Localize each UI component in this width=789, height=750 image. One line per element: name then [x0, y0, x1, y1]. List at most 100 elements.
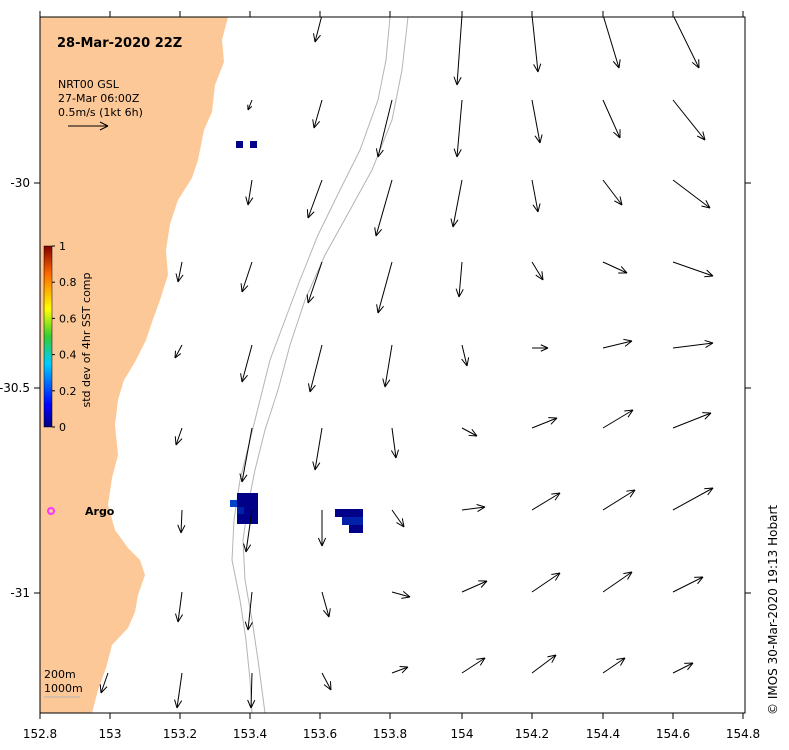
current-vector [461, 657, 486, 674]
x-tick-label: 153 [99, 727, 122, 741]
current-vector [174, 344, 183, 359]
argo-station-marker [47, 507, 55, 515]
y-tick-label: -31 [10, 586, 30, 600]
legend-line-3: 0.5m/s (1kt 6h) [58, 106, 143, 119]
current-vector [672, 99, 706, 141]
current-vector [531, 417, 558, 429]
current-vector [317, 510, 327, 547]
legend-line-2: 27-Mar 06:00Z [58, 92, 140, 105]
current-vector [245, 179, 254, 206]
current-vector [247, 99, 253, 111]
depth-label-200m: 200m [44, 668, 76, 681]
isobath-200m [231, 17, 391, 713]
current-vector [391, 591, 411, 599]
current-vector [240, 261, 253, 293]
x-tick-label: 154.2 [515, 727, 549, 741]
current-vector [602, 489, 636, 511]
colorbar-tick-label: 0.4 [59, 349, 77, 362]
current-vector [531, 179, 541, 213]
current-vector [531, 261, 544, 281]
current-vector [672, 487, 714, 511]
current-vector [391, 665, 409, 674]
current-vector [382, 344, 393, 388]
current-vector [531, 572, 561, 593]
current-vector [672, 261, 714, 278]
x-tick-label: 153.4 [233, 727, 267, 741]
current-vector [312, 427, 323, 471]
current-vector [531, 99, 543, 144]
current-vector [244, 591, 253, 631]
current-vector [375, 99, 393, 158]
current-vector [99, 672, 109, 694]
current-vector [531, 654, 557, 674]
x-tick-label: 153.8 [373, 727, 407, 741]
current-vector [461, 427, 478, 437]
current-vector [602, 657, 626, 674]
colorbar-tick-label: 1 [59, 240, 66, 253]
current-vector [673, 17, 700, 69]
current-vector [531, 17, 542, 73]
y-axis: -30 -30.5 -31 [0, 176, 751, 600]
current-vector [532, 344, 549, 352]
current-vector [602, 261, 628, 274]
current-vector [175, 591, 184, 623]
current-vectors [99, 17, 714, 709]
current-vector [672, 662, 694, 674]
credit-text: © IMOS 30-Mar-2020 19:13 Hobart [766, 505, 780, 715]
current-vector [453, 17, 463, 86]
x-tick-label: 154.4 [586, 727, 620, 741]
current-vector [603, 17, 621, 69]
sst-patches [230, 141, 363, 533]
colorbar-tick-label: 0.6 [59, 312, 77, 325]
current-vector [602, 179, 623, 206]
current-vector [672, 412, 712, 429]
current-vector [175, 261, 184, 283]
current-vector [174, 427, 183, 446]
current-vector [672, 339, 714, 349]
current-vector [453, 99, 463, 158]
x-tick-label: 154 [451, 727, 474, 741]
current-vector [239, 427, 253, 483]
current-vector [390, 427, 399, 459]
current-vector [672, 179, 711, 209]
argo-label: Argo [85, 505, 115, 518]
current-vector [321, 591, 331, 618]
legend-scale-arrow [68, 121, 109, 131]
current-vector [602, 571, 633, 593]
legend-line-1: NRT00 GSL [58, 78, 120, 91]
depth-label-1000m: 1000m [44, 682, 83, 695]
current-vector [391, 509, 405, 528]
current-vector [313, 17, 322, 43]
current-vector [602, 338, 633, 349]
y-tick-label: -30.5 [0, 381, 30, 395]
x-tick-label: 153.2 [163, 727, 197, 741]
current-vector [531, 492, 561, 511]
current-vector [307, 344, 323, 393]
current-vector [243, 509, 253, 553]
current-vector [247, 672, 256, 709]
x-axis: 152.8 153 153.2 153.4 153.6 153.8 154 154.2 154.… [23, 11, 760, 741]
current-vector [306, 261, 323, 304]
plot-frame [39, 16, 746, 714]
colorbar-ticks: 0 0.2 0.4 0.6 0.8 1 [52, 240, 77, 434]
current-vector [374, 179, 393, 237]
coastline-land [40, 17, 228, 713]
current-vector [450, 179, 463, 228]
x-tick-label: 154.6 [656, 727, 690, 741]
current-vector [455, 261, 464, 298]
current-vector [672, 576, 704, 593]
current-vector [461, 503, 486, 513]
current-vector [602, 409, 634, 429]
colorbar [43, 245, 53, 428]
current-vector [461, 580, 488, 593]
current-vector [312, 99, 323, 129]
map-title: 28-Mar-2020 22Z [57, 36, 182, 51]
current-vector [376, 261, 393, 314]
current-vector [306, 179, 323, 219]
current-vector [240, 344, 253, 383]
colorbar-tick-label: 0 [59, 421, 66, 434]
isobath-1000m [242, 17, 409, 713]
x-tick-label: 153.6 [303, 727, 337, 741]
current-vector [177, 509, 186, 534]
